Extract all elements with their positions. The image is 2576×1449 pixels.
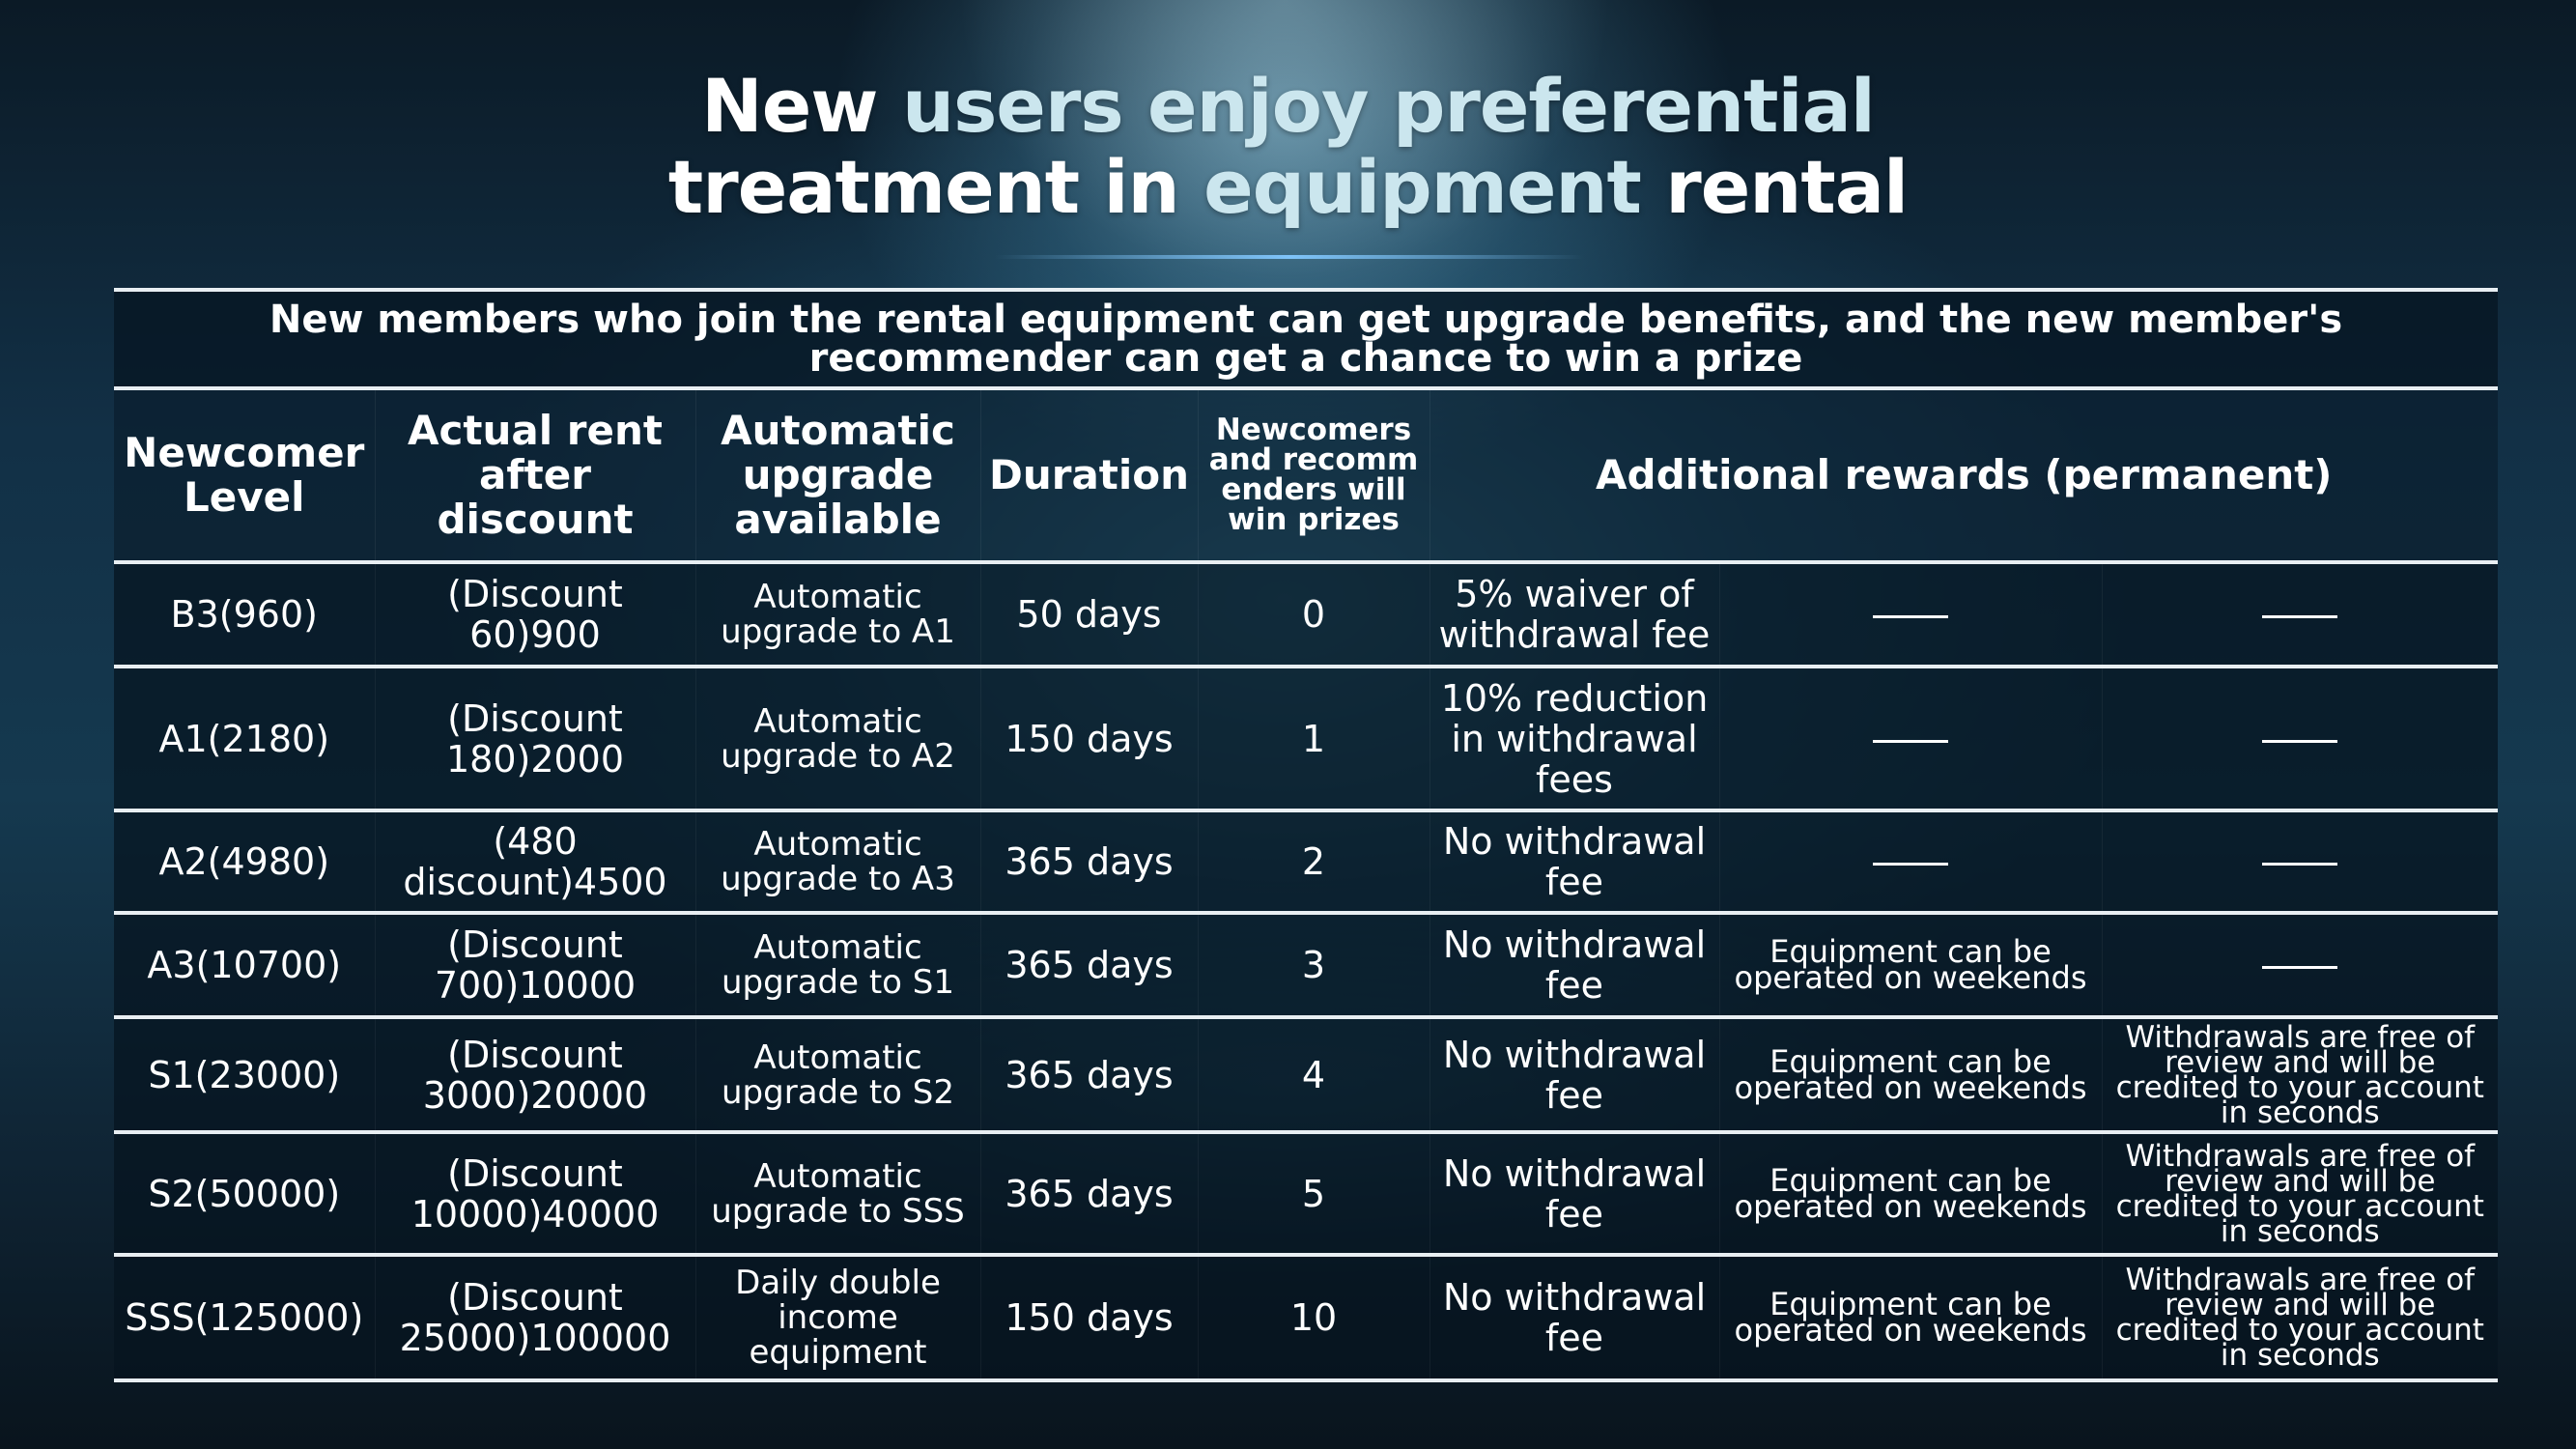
cell-weekend-benefit bbox=[1718, 667, 2102, 812]
cell-prizes: 4 bbox=[1197, 1017, 1430, 1134]
cell-prizes: 3 bbox=[1197, 913, 1430, 1019]
cell-prizes: 2 bbox=[1197, 810, 1430, 915]
cell-weekend-benefit: Equipment can be operated on weekends bbox=[1718, 913, 2102, 1019]
cell-fee-benefit: No withdrawal fee bbox=[1429, 1017, 1719, 1134]
table-row: A3(10700) (Discount 700)10000 Automatic … bbox=[114, 913, 2499, 1019]
table-row: SSS(125000) (Discount 25000)100000 Daily… bbox=[114, 1255, 2499, 1382]
cell-fee-benefit: 5% waiver of withdrawal fee bbox=[1429, 562, 1719, 668]
cell-weekend-benefit: Equipment can be operated on weekends bbox=[1718, 1132, 2102, 1257]
title-text: treatment in bbox=[667, 144, 1204, 230]
cell-duration: 150 days bbox=[979, 667, 1198, 812]
cell-fee-benefit: No withdrawal fee bbox=[1429, 1132, 1719, 1257]
table-row: A2(4980) (480 discount)4500 Automatic up… bbox=[114, 810, 2499, 915]
cell-review-benefit: Withdrawals are free of review and will … bbox=[2101, 1132, 2499, 1257]
header-newcomer-level: Newcomer Level bbox=[114, 388, 375, 564]
cell-duration: 150 days bbox=[979, 1255, 1198, 1382]
cell-upgrade: Automatic upgrade to A3 bbox=[694, 810, 980, 915]
cell-level: SSS(125000) bbox=[114, 1255, 375, 1382]
header-duration: Duration bbox=[979, 388, 1198, 564]
title-accent-text: equipment bbox=[1203, 144, 1642, 230]
cell-fee-benefit: No withdrawal fee bbox=[1429, 810, 1719, 915]
cell-weekend-benefit bbox=[1718, 810, 2102, 915]
cell-rent: (480 discount)4500 bbox=[374, 810, 695, 915]
cell-duration: 365 days bbox=[979, 1017, 1198, 1134]
header-actual-rent: Actual rent after discount bbox=[374, 388, 695, 564]
cell-prizes: 5 bbox=[1197, 1132, 1430, 1257]
cell-upgrade: Automatic upgrade to S2 bbox=[694, 1017, 980, 1134]
table-row: B3(960) (Discount 60)900 Automatic upgra… bbox=[114, 562, 2499, 668]
cell-review-benefit bbox=[2101, 667, 2499, 812]
cell-review-benefit: Withdrawals are free of review and will … bbox=[2101, 1255, 2499, 1382]
cell-level: S2(50000) bbox=[114, 1132, 375, 1257]
benefits-banner: New members who join the rental equipmen… bbox=[114, 288, 2499, 390]
cell-level: S1(23000) bbox=[114, 1017, 375, 1134]
cell-level: A1(2180) bbox=[114, 667, 375, 812]
cell-level: A3(10700) bbox=[114, 913, 375, 1019]
cell-fee-benefit: 10% reduction in withdrawal fees bbox=[1429, 667, 1719, 812]
header-prizes: Newcomers and recommenders will win priz… bbox=[1197, 388, 1430, 564]
title-line-2: treatment in equipment rental bbox=[0, 147, 2576, 228]
cell-review-benefit bbox=[2101, 810, 2499, 915]
cell-upgrade: Automatic upgrade to A2 bbox=[694, 667, 980, 812]
table-row: A1(2180) (Discount 180)2000 Automatic up… bbox=[114, 667, 2499, 812]
dash-placeholder bbox=[1873, 615, 1948, 618]
cell-rent: (Discount 25000)100000 bbox=[374, 1255, 695, 1382]
rental-benefits-table: New members who join the rental equipmen… bbox=[114, 288, 2499, 1382]
banner-row: New members who join the rental equipmen… bbox=[114, 288, 2499, 390]
cell-duration: 50 days bbox=[979, 562, 1198, 668]
cell-weekend-benefit: Equipment can be operated on weekends bbox=[1718, 1017, 2102, 1134]
cell-fee-benefit: No withdrawal fee bbox=[1429, 913, 1719, 1019]
cell-upgrade: Automatic upgrade to SSS bbox=[694, 1132, 980, 1257]
cell-duration: 365 days bbox=[979, 1132, 1198, 1257]
dash-placeholder bbox=[2262, 739, 2338, 743]
dash-placeholder bbox=[2262, 966, 2338, 969]
cell-prizes: 0 bbox=[1197, 562, 1430, 668]
table-row: S2(50000) (Discount 10000)40000 Automati… bbox=[114, 1132, 2499, 1257]
cell-review-benefit: Withdrawals are free of review and will … bbox=[2101, 1017, 2499, 1134]
dash-placeholder bbox=[2262, 863, 2338, 866]
cell-rent: (Discount 700)10000 bbox=[374, 913, 695, 1019]
cell-weekend-benefit: Equipment can be operated on weekends bbox=[1718, 1255, 2102, 1382]
title-underline bbox=[995, 255, 1584, 259]
cell-level: A2(4980) bbox=[114, 810, 375, 915]
cell-prizes: 10 bbox=[1197, 1255, 1430, 1382]
title-text: rental bbox=[1640, 144, 1909, 230]
cell-rent: (Discount 10000)40000 bbox=[374, 1132, 695, 1257]
cell-review-benefit bbox=[2101, 562, 2499, 668]
header-automatic-upgrade: Automatic upgrade available bbox=[694, 388, 980, 564]
dash-placeholder bbox=[1873, 739, 1948, 743]
title-line-1: New users enjoy preferential bbox=[0, 66, 2576, 147]
cell-duration: 365 days bbox=[979, 810, 1198, 915]
title-accent-text: users enjoy preferential bbox=[901, 63, 1876, 149]
table-row: S1(23000) (Discount 3000)20000 Automatic… bbox=[114, 1017, 2499, 1134]
cell-weekend-benefit bbox=[1718, 562, 2102, 668]
header-additional-rewards: Additional rewards (permanent) bbox=[1429, 388, 2499, 564]
title-text: New bbox=[701, 63, 902, 149]
cell-prizes: 1 bbox=[1197, 667, 1430, 812]
cell-rent: (Discount 3000)20000 bbox=[374, 1017, 695, 1134]
dash-placeholder bbox=[2262, 615, 2338, 618]
page-title: New users enjoy preferential treatment i… bbox=[0, 66, 2576, 228]
dash-placeholder bbox=[1873, 863, 1948, 866]
cell-upgrade: Daily double income equipment bbox=[694, 1255, 980, 1382]
header-row: Newcomer Level Actual rent after discoun… bbox=[114, 388, 2499, 564]
cell-fee-benefit: No withdrawal fee bbox=[1429, 1255, 1719, 1382]
cell-rent: (Discount 180)2000 bbox=[374, 667, 695, 812]
cell-rent: (Discount 60)900 bbox=[374, 562, 695, 668]
cell-upgrade: Automatic upgrade to A1 bbox=[694, 562, 980, 668]
cell-upgrade: Automatic upgrade to S1 bbox=[694, 913, 980, 1019]
cell-review-benefit bbox=[2101, 913, 2499, 1019]
cell-level: B3(960) bbox=[114, 562, 375, 668]
cell-duration: 365 days bbox=[979, 913, 1198, 1019]
